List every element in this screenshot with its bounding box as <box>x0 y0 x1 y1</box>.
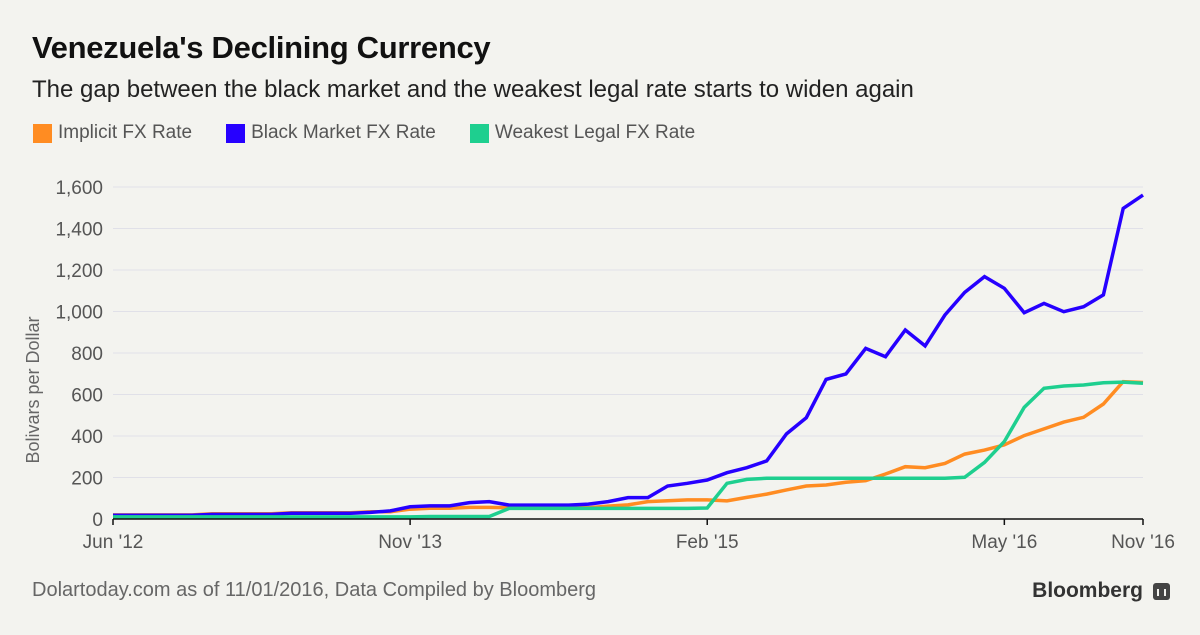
x-tick-label: May '16 <box>971 532 1037 553</box>
legend-label-implicit: Implicit FX Rate <box>58 122 193 143</box>
legend-item-black-market: Black Market FX Rate <box>226 122 436 144</box>
y-tick-label: 200 <box>71 469 103 490</box>
y-tick-label: 800 <box>71 344 103 365</box>
bloomberg-logo: Bloomberg <box>1032 579 1170 603</box>
legend-swatch-black-market <box>226 123 246 143</box>
legend: Implicit FX Rate Black Market FX Rate We… <box>33 122 695 144</box>
legend-swatch-weakest-legal <box>469 123 489 143</box>
y-axis-label: Bolivars per Dollar <box>23 316 43 463</box>
x-tick-label: Nov '13 <box>378 532 442 553</box>
y-tick-label: 1,400 <box>55 220 103 241</box>
series-line-implicit-fx-rate <box>113 379 1144 517</box>
chart-subtitle: The gap between the black market and the… <box>32 76 914 103</box>
chart-title: Venezuela's Declining Currency <box>32 30 491 65</box>
bloomberg-chart-icon <box>1153 582 1170 600</box>
y-tick-label: 0 <box>92 510 103 531</box>
y-tick-label: 1,600 <box>55 178 103 199</box>
series-line-black-market-fx-rate <box>113 193 1144 518</box>
x-tick-label: Nov '16 <box>1111 532 1175 553</box>
y-tick-label: 1,200 <box>55 261 103 282</box>
y-tick-label: 1,000 <box>55 303 103 324</box>
legend-label-black-market: Black Market FX Rate <box>251 122 436 143</box>
legend-label-weakest-legal: Weakest Legal FX Rate <box>494 122 696 143</box>
legend-swatch-implicit <box>33 123 52 143</box>
source-note: Dolartoday.com as of 11/01/2016, Data Co… <box>32 579 597 601</box>
x-tick-label: Jun '12 <box>83 532 144 553</box>
y-tick-label: 400 <box>71 427 103 448</box>
y-tick-label: 600 <box>71 386 103 407</box>
legend-item-implicit: Implicit FX Rate <box>33 122 192 144</box>
x-tick-label: Feb '15 <box>676 532 739 553</box>
series-line-weakest-legal-fx-rate <box>113 380 1144 519</box>
logo-text: Bloomberg <box>1032 579 1143 602</box>
legend-item-weakest-legal: Weakest Legal FX Rate <box>469 122 696 144</box>
